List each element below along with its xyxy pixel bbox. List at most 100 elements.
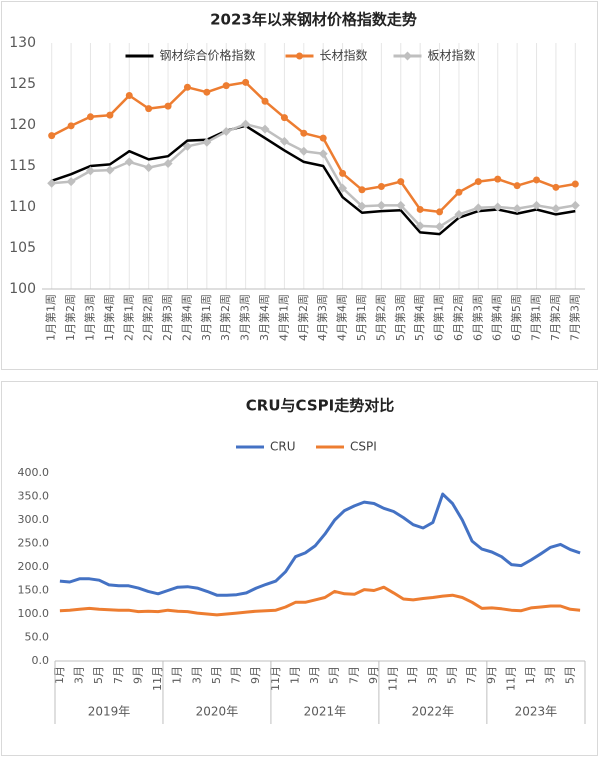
data-point [221, 127, 231, 137]
data-point [339, 169, 347, 177]
data-point [377, 183, 385, 190]
year-label: 2022年 [412, 705, 455, 719]
x-tick-label: 3月第3周 [238, 294, 252, 341]
data-point [473, 203, 483, 213]
data-point [260, 124, 270, 134]
x-tick-label: 7月第1周 [529, 294, 543, 341]
data-point [415, 221, 425, 231]
x-tick-label: 6月第2周 [451, 294, 465, 341]
y-tick-label: 300.0 [18, 513, 50, 526]
x-tick-label: 4月第3周 [315, 294, 329, 341]
x-tick-label: 5月 [92, 666, 105, 684]
y-tick-label: 120 [9, 117, 36, 133]
data-point [513, 182, 521, 190]
data-point [164, 102, 172, 110]
x-tick-label: 3月第2周 [218, 294, 232, 341]
x-tick-label: 2月第2周 [141, 294, 155, 341]
x-tick-label: 5月第4周 [412, 294, 426, 341]
data-point [416, 205, 424, 213]
x-tick-label: 7月 [347, 666, 360, 684]
x-tick-label: 1月 [406, 666, 419, 684]
data-line [59, 585, 581, 617]
data-point [222, 82, 230, 90]
x-tick-label: 9月 [485, 666, 498, 684]
x-tick-label: 4月第4周 [335, 294, 349, 341]
data-point [358, 186, 366, 194]
data-point [280, 114, 288, 122]
data-point [494, 175, 502, 183]
x-tick-label: 7月第2周 [548, 294, 562, 341]
y-tick-label: 100.0 [18, 607, 50, 620]
data-point [163, 159, 173, 169]
data-point [66, 177, 76, 187]
x-tick-label: 3月 [73, 666, 86, 684]
data-point [105, 165, 115, 175]
x-tick-label: 2月第3周 [160, 294, 174, 341]
x-tick-label: 3月 [544, 666, 557, 684]
data-point [397, 178, 405, 186]
x-tick-label: 9月 [249, 666, 262, 684]
x-tick-label: 11月 [269, 666, 282, 691]
x-tick-label: 6月第3周 [470, 294, 484, 341]
x-tick-label: 6月第4周 [490, 294, 504, 341]
data-point [319, 134, 327, 142]
y-tick-label: 50.0 [25, 631, 50, 644]
data-line [51, 81, 576, 214]
x-tick-label: 7月 [230, 666, 243, 684]
y-tick-label: 350.0 [18, 490, 50, 503]
data-point [552, 183, 560, 191]
x-tick-label: 6月第5周 [509, 294, 523, 341]
y-tick-label: 150.0 [18, 584, 50, 597]
x-tick-label: 7月 [112, 666, 125, 684]
x-tick-label: 6月第1周 [432, 294, 446, 341]
year-label: 2019年 [88, 705, 131, 719]
year-label: 2023年 [515, 705, 558, 719]
y-tick-label: 400.0 [18, 466, 50, 479]
x-tick-label: 2月第1周 [121, 294, 135, 341]
x-tick-label: 5月第3周 [393, 294, 407, 341]
legend-label: 板材指数 [428, 48, 476, 63]
y-tick-label: 115 [9, 158, 36, 174]
data-point [512, 204, 522, 214]
y-tick-label: 110 [9, 199, 36, 215]
data-point [241, 119, 251, 129]
x-tick-label: 3月 [190, 666, 203, 684]
x-tick-label: 4月第1周 [276, 294, 290, 341]
y-tick-label: 200.0 [18, 560, 50, 573]
x-tick-label: 1月第3周 [82, 294, 96, 341]
data-point [376, 200, 386, 210]
data-point [493, 202, 503, 212]
x-tick-label: 5月 [210, 666, 223, 684]
x-tick-label: 1月 [171, 666, 184, 684]
x-tick-label: 5月第2周 [373, 294, 387, 341]
data-point [242, 78, 250, 86]
x-tick-label: 1月第2周 [63, 294, 77, 341]
data-point [532, 200, 542, 210]
x-tick-label: 5月 [563, 666, 576, 684]
data-point [533, 176, 541, 184]
y-tick-label: 125 [9, 76, 36, 92]
x-tick-label: 9月 [367, 666, 380, 684]
data-point [299, 146, 309, 156]
x-tick-label: 3月第1周 [199, 294, 213, 341]
x-tick-label: 3月第4周 [257, 294, 271, 341]
legend-label: CRU [270, 440, 296, 454]
data-point [570, 200, 580, 210]
data-point [261, 97, 269, 105]
data-point [124, 157, 134, 167]
data-point [551, 204, 561, 214]
x-tick-label: 4月第2周 [296, 294, 310, 341]
data-point [145, 105, 153, 113]
chart-frame [1, 381, 598, 756]
year-label: 2021年 [304, 705, 347, 719]
data-point [436, 208, 444, 216]
x-tick-label: 9月 [131, 666, 144, 684]
data-point [125, 91, 133, 99]
data-point [300, 129, 308, 137]
data-point [403, 51, 412, 61]
y-tick-label: 0.0 [32, 654, 50, 667]
data-point [338, 183, 348, 193]
data-line [51, 122, 576, 228]
x-tick-label: 1月 [288, 666, 301, 684]
